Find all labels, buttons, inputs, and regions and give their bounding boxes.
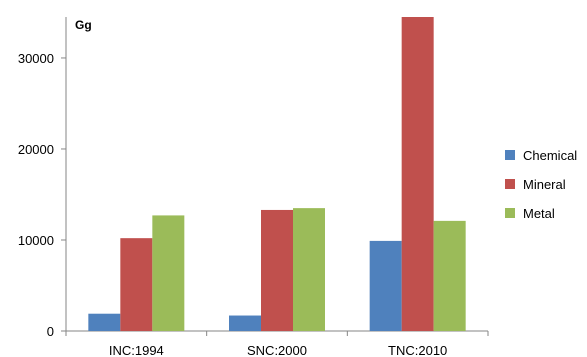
- x-ticks: INC:1994 SNC:2000 TNC:2010: [65, 331, 489, 357]
- legend-label-metal: Metal: [523, 206, 555, 221]
- bar-mineral-snc-2000: [261, 209, 293, 331]
- legend-swatch-chemical: [505, 150, 515, 160]
- bar-metal-tnc-2010: [433, 220, 466, 331]
- y-tick-label: 10000: [18, 233, 54, 248]
- legend-swatch-metal: [505, 208, 515, 218]
- bars: [88, 17, 466, 331]
- y-tick-label: 30000: [18, 51, 54, 66]
- y-tick-label: 20000: [18, 142, 54, 157]
- bar-mineral-tnc-2010: [401, 17, 434, 331]
- y-ticks: 0 10000 20000 30000: [18, 51, 66, 339]
- legend-label-chemical: Chemical: [523, 148, 577, 163]
- bar-chemical-tnc-2010: [369, 240, 402, 331]
- y-tick-label: 0: [47, 324, 54, 339]
- bar-mineral-inc-1994: [120, 238, 153, 331]
- x-tick-label: TNC:2010: [388, 343, 447, 357]
- legend-swatch-mineral: [505, 179, 515, 189]
- unit-label: Gg: [75, 18, 92, 32]
- legend: Chemical Mineral Metal: [505, 148, 577, 221]
- bar-metal-snc-2000: [293, 208, 325, 331]
- x-tick-label: SNC:2000: [247, 343, 307, 357]
- legend-label-mineral: Mineral: [523, 177, 566, 192]
- bar-chemical-inc-1994: [88, 313, 121, 331]
- x-tick-label: INC:1994: [109, 343, 164, 357]
- bar-chemical-snc-2000: [229, 315, 261, 331]
- bar-metal-inc-1994: [152, 215, 185, 331]
